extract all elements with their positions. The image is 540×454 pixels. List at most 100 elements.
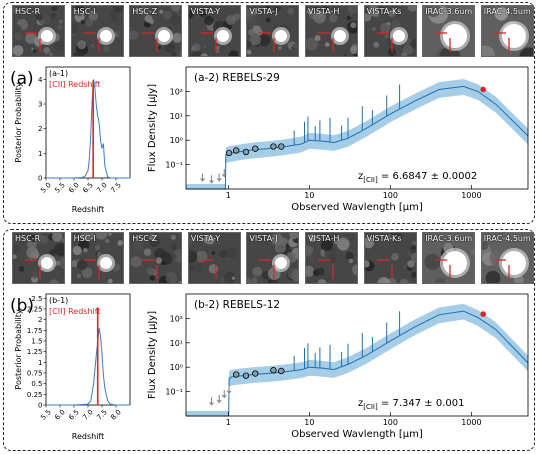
sed-x-axis-label: Observed Wavlength [μm]	[291, 429, 423, 440]
pdf-curve	[46, 328, 130, 406]
image-cutout: VISTA-Y	[187, 232, 241, 284]
cutout-band-label: VISTA-J	[249, 7, 278, 16]
photometry-point	[270, 143, 277, 150]
y-tick-label: 0.75	[27, 369, 43, 377]
image-cutout: VISTA-J	[246, 232, 300, 284]
cutout-band-label: HSC-R	[15, 234, 41, 243]
x-tick-label: 5.5	[39, 408, 53, 422]
pdf-y-axis-label: Posterior Probability	[14, 82, 23, 162]
cutout-band-label: HSC-R	[15, 7, 41, 16]
y-tick-label: 1	[38, 359, 42, 367]
y-tick-label: 0.5	[31, 380, 42, 388]
x-tick-label: 7.0	[81, 408, 95, 422]
upper-limit-marker	[221, 389, 227, 399]
panel-tag-b: (b)	[10, 296, 35, 316]
photometry-point	[252, 370, 259, 377]
y-tick-label: 4	[38, 76, 43, 84]
image-cutout: HSC-I	[70, 232, 124, 284]
y-tick-label: 10⁰	[170, 363, 183, 372]
x-tick-label: 100	[383, 191, 398, 200]
pdf-x-axis-label: Redshift	[72, 205, 104, 214]
photometry-point	[233, 147, 240, 154]
photometry-point	[278, 367, 285, 375]
upper-limit-marker	[209, 175, 214, 184]
photometry-point	[225, 149, 233, 157]
pdf-legend-label: [CII] Redshift	[49, 80, 101, 89]
upper-limit-marker	[216, 173, 222, 182]
cutout-band-label: IRAC-4.5um	[483, 234, 531, 243]
sed-model-curve	[186, 84, 529, 190]
image-cutout: HSC-I	[70, 5, 124, 57]
x-tick-label: 7.5	[95, 408, 109, 422]
sed-frame	[185, 66, 529, 190]
cutout-band-label: HSC-I	[73, 7, 96, 16]
y-tick-label: 1.25	[27, 348, 43, 356]
image-cutout: HSC-R	[12, 5, 65, 57]
y-tick-label: 10²	[170, 87, 183, 96]
y-tick-label: 0.25	[27, 391, 43, 399]
y-tick-label: 10⁰	[170, 136, 183, 145]
x-tick-label: 100	[383, 418, 398, 427]
cutout-band-label: HSC-I	[73, 234, 96, 243]
cii-redshift-value: z[CII] = 7.347 ± 0.001	[358, 398, 464, 411]
cutout-band-label: VISTA-Y	[190, 7, 221, 16]
cutout-band-label: HSC-Z	[132, 234, 158, 243]
image-cutout: HSC-Z	[129, 232, 183, 284]
x-tick-label: 5.0	[39, 181, 53, 195]
x-tick-label: 7.5	[109, 181, 123, 195]
y-tick-label: 10¹	[170, 112, 183, 121]
y-tick-label: 1.75	[27, 327, 43, 335]
image-cutout: HSC-R	[12, 232, 65, 284]
image-cutout: VISTA-H	[305, 232, 358, 284]
sed-y-axis-label: Flux Density [μJy]	[147, 84, 158, 172]
upper-limit-marker	[209, 397, 214, 406]
y-tick-label: 1	[38, 150, 42, 158]
cutout-band-label: IRAC-3.6um	[425, 234, 473, 243]
image-cutout: VISTA-J	[246, 5, 300, 57]
cutout-band-label: HSC-Z	[132, 7, 158, 16]
sed-frame	[185, 293, 529, 417]
x-tick-label: 6.0	[53, 408, 67, 422]
sed-panel-label: (b-2) REBELS-12	[194, 299, 280, 311]
cutout-band-label: VISTA-Ks	[366, 234, 402, 243]
photometry-point	[278, 143, 285, 150]
y-tick-label: 10¹	[170, 339, 183, 348]
y-tick-label: 2	[38, 316, 42, 324]
pdf-curve	[46, 79, 130, 179]
cii-redshift-value: z[CII] = 6.6847 ± 0.0002	[358, 171, 477, 184]
sed-y-axis-label: Flux Density [μJy]	[147, 311, 158, 399]
redshift-pdf-chart-a: 5.0 5.5 6.0 6.5 7.0 7.5 0 1 2 3 4 (a-1) [CII] Redshi…	[14, 66, 131, 214]
alma-flux-point	[480, 86, 487, 93]
cutout-band-label: VISTA-Ks	[366, 7, 402, 16]
x-tick-label: 8.0	[109, 408, 123, 422]
cutout-band-label: IRAC-4.5um	[483, 7, 531, 16]
panel-a: HSC-R HSC-I HSC-Z VISTA-Y VISTA-J VISTA-H VIST…	[3, 2, 535, 224]
image-cutout: IRAC-4.5um	[480, 5, 534, 57]
x-tick-label: 10	[304, 418, 314, 427]
image-cutout: VISTA-Ks	[363, 5, 417, 57]
photometry-point	[242, 372, 250, 379]
y-tick-label: 2.25	[27, 305, 43, 313]
image-cutout: IRAC-3.6um	[422, 5, 476, 57]
x-tick-label: 6.5	[81, 181, 95, 195]
x-tick-label: 1	[226, 418, 231, 427]
y-tick-label: 0	[38, 175, 42, 183]
y-tick-label: 3	[38, 101, 42, 109]
cutout-band-label: VISTA-H	[308, 234, 340, 243]
image-cutout: VISTA-Y	[187, 5, 241, 57]
y-tick-label: 2	[38, 125, 42, 133]
x-tick-label: 10	[304, 191, 314, 200]
x-tick-label: 1	[226, 191, 231, 200]
x-tick-label: 1000	[461, 191, 481, 200]
pdf-panel-label: (b-1)	[49, 296, 68, 305]
image-cutout: VISTA-Ks	[363, 232, 417, 284]
alma-flux-point	[480, 311, 487, 317]
x-tick-label: 1000	[461, 418, 481, 427]
image-cutout: VISTA-H	[305, 5, 358, 57]
upper-limit-marker	[221, 169, 227, 178]
sed-model-curve	[186, 310, 529, 417]
upper-limit-marker	[216, 394, 222, 404]
sed-chart-a: 1 10 100 1000 10⁻¹ 10⁰ 10¹ 10² (a-2) REBELS-29 z[…	[147, 66, 529, 213]
sed-x-axis-label: Observed Wavlength [μm]	[291, 202, 423, 213]
image-cutout: IRAC-3.6um	[422, 232, 476, 284]
